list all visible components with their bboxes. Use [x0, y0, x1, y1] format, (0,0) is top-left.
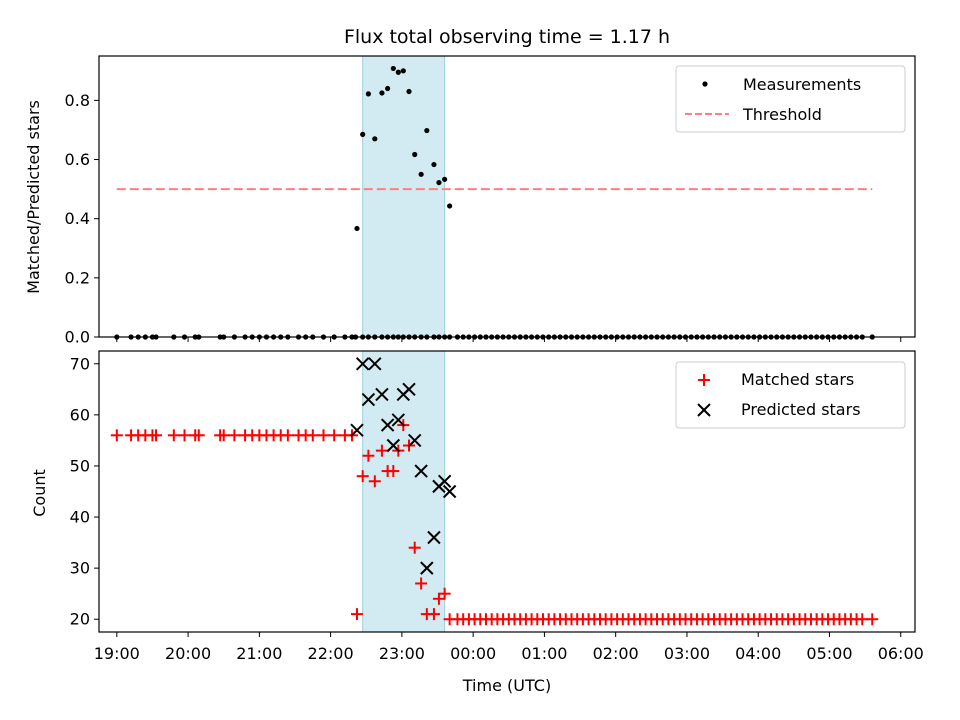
data-point [408, 433, 422, 448]
data-point [306, 429, 319, 442]
data-point [356, 470, 369, 483]
x-tick-label: 00:00 [450, 644, 496, 663]
data-point [427, 608, 440, 621]
y-tick-label: 30 [70, 559, 90, 578]
y-tick-label: 0.4 [65, 209, 90, 228]
data-point [431, 161, 437, 168]
data-point [442, 176, 448, 182]
x-tick-label: 05:00 [806, 644, 852, 663]
top-y-axis-label: Matched/Predicted stars [24, 100, 43, 294]
data-point [386, 438, 401, 453]
legend-label-matched: Matched stars [741, 370, 854, 389]
data-point [436, 179, 442, 186]
data-point [437, 474, 452, 488]
data-point [414, 464, 428, 478]
bottom-legend: Matched stars Predicted stars [675, 361, 906, 429]
data-point [390, 65, 396, 72]
data-point [362, 449, 375, 462]
data-point [110, 429, 123, 442]
data-point [379, 90, 385, 96]
data-point [418, 171, 424, 177]
data-point [365, 91, 371, 97]
legend-marker-measurements [702, 81, 708, 87]
data-point [375, 444, 388, 457]
data-point [368, 357, 382, 371]
data-point [167, 429, 180, 442]
bottom-y-axis-label: Count [30, 469, 49, 517]
y-tick-label: 70 [70, 354, 90, 373]
top-legend-frame [675, 65, 906, 133]
y-tick-label: 50 [70, 456, 90, 475]
y-tick-label: 0.6 [65, 150, 90, 169]
data-point [317, 429, 330, 442]
data-point [380, 418, 395, 432]
y-tick-label: 0.0 [65, 328, 90, 347]
data-point [400, 68, 406, 74]
bottom-legend-frame [675, 361, 906, 429]
x-tick-label: 02:00 [593, 644, 639, 663]
data-point [368, 475, 381, 488]
data-point [395, 69, 401, 75]
data-point [402, 382, 416, 397]
data-point [442, 484, 457, 499]
y-tick-label: 20 [70, 610, 90, 629]
data-point [217, 429, 230, 442]
y-tick-label: 0.2 [65, 268, 90, 287]
data-point [178, 429, 191, 442]
x-axis-label: Time (UTC) [462, 676, 551, 695]
data-point [361, 392, 376, 407]
legend-marker-predicted [697, 403, 711, 417]
y-tick-label: 0.8 [65, 91, 90, 110]
data-point [387, 465, 400, 478]
data-point [355, 357, 370, 371]
data-point [150, 429, 163, 442]
legend-label-predicted: Predicted stars [741, 400, 861, 419]
y-tick-label: 60 [70, 405, 90, 424]
data-point [350, 423, 364, 437]
x-tick-label: 06:00 [878, 644, 924, 663]
data-point [328, 429, 341, 442]
data-point [408, 541, 421, 554]
data-point [415, 577, 428, 590]
data-point [228, 429, 241, 442]
data-point [427, 530, 441, 545]
x-tick-label: 21:00 [236, 644, 282, 663]
data-point [406, 88, 412, 95]
legend-label-measurements: Measurements [743, 75, 861, 94]
data-point [447, 203, 453, 209]
observing-window-span [362, 350, 446, 633]
data-point [360, 131, 366, 137]
observing-window-span [362, 55, 446, 338]
x-tick-label: 01:00 [521, 644, 567, 663]
data-point [385, 85, 391, 92]
axes-frame [98, 55, 916, 338]
data-point [424, 127, 430, 134]
data-point [192, 429, 205, 442]
axes-frame [98, 350, 916, 633]
x-tick-label: 03:00 [664, 644, 710, 663]
data-point [281, 429, 294, 442]
legend-label-threshold: Threshold [742, 105, 822, 124]
data-point [391, 413, 406, 427]
x-tick-label: 22:00 [308, 644, 354, 663]
data-point [866, 613, 879, 626]
data-point [375, 387, 389, 402]
data-point [420, 561, 434, 575]
x-tick-label: 04:00 [735, 644, 781, 663]
data-point [438, 587, 451, 600]
x-tick-label: 20:00 [165, 644, 211, 663]
y-tick-label: 40 [70, 508, 90, 527]
top-legend: Measurements Threshold [675, 65, 906, 133]
data-point [412, 151, 418, 158]
data-point [354, 225, 360, 232]
legend-marker-matched [698, 374, 710, 386]
data-point [350, 608, 363, 621]
chart-title: Flux total observing time = 1.17 h [344, 26, 670, 48]
x-tick-label: 19:00 [94, 644, 140, 663]
data-point [432, 592, 445, 605]
data-point [372, 136, 378, 142]
x-tick-label: 23:00 [379, 644, 425, 663]
